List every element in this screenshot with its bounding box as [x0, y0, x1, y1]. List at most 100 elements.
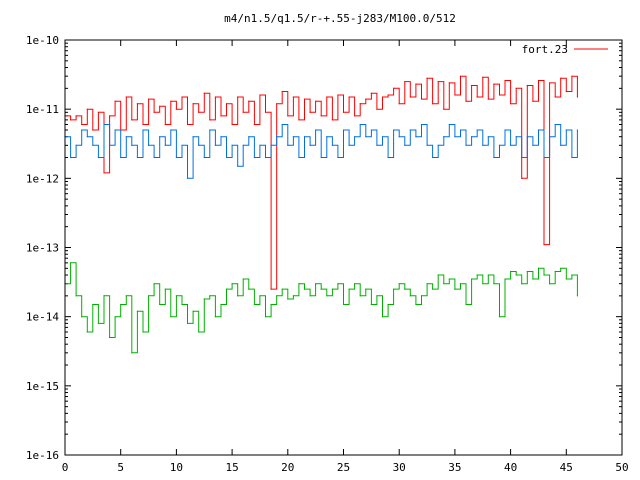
data-point [281, 288, 283, 290]
legend: fort.23 [522, 43, 608, 56]
data-point [281, 123, 283, 126]
data-point [415, 136, 417, 138]
series-line [65, 124, 578, 179]
data-point [170, 100, 172, 102]
data-point [97, 322, 100, 324]
data-point [248, 288, 250, 290]
data-point [376, 108, 378, 110]
data-point [142, 123, 144, 126]
data-point [543, 156, 545, 159]
data-point [465, 144, 467, 146]
data-point [326, 96, 328, 98]
data-point [86, 331, 88, 333]
data-point [565, 90, 567, 93]
data-point [543, 244, 545, 246]
x-tick-label: 15 [225, 461, 238, 474]
data-point [203, 92, 205, 94]
data-point [203, 156, 205, 159]
data-point [565, 278, 567, 280]
data-point [159, 105, 161, 107]
data-point [387, 156, 389, 159]
data-point [153, 283, 155, 285]
data-point [97, 156, 100, 159]
data-point [103, 123, 105, 126]
data-point [521, 156, 523, 159]
data-point [370, 129, 372, 131]
data-point [443, 283, 445, 285]
data-point [214, 144, 216, 146]
legend-label: fort.23 [522, 43, 568, 56]
data-point [264, 156, 267, 159]
x-tick-label: 45 [560, 461, 573, 474]
data-point [225, 156, 228, 159]
data-point [125, 96, 127, 98]
data-point [554, 123, 556, 126]
data-point [237, 96, 239, 98]
data-point [365, 98, 367, 100]
x-tick-label: 5 [117, 461, 124, 474]
data-point [136, 103, 139, 105]
data-point [220, 115, 222, 117]
data-point [114, 316, 116, 318]
data-point [387, 94, 389, 96]
data-point [476, 274, 478, 276]
data-point [521, 177, 523, 179]
data-point [448, 82, 450, 84]
data-point [409, 295, 411, 297]
x-tick-label: 50 [615, 461, 628, 474]
data-point [298, 119, 300, 121]
data-point [108, 144, 111, 146]
data-point [443, 108, 445, 110]
series-2 [64, 262, 579, 354]
data-point [259, 94, 261, 96]
data-point [270, 288, 272, 290]
data-point [493, 156, 495, 159]
data-point [209, 295, 211, 297]
data-point [454, 94, 456, 96]
data-point [175, 156, 177, 159]
y-tick-label: 1e-10 [26, 34, 59, 47]
y-tick-label: 1e-14 [26, 311, 59, 324]
series-1 [64, 123, 579, 179]
data-point [209, 119, 211, 121]
data-point [253, 123, 255, 126]
x-tick-label: 0 [62, 461, 69, 474]
data-point [493, 83, 495, 85]
data-point [465, 303, 467, 306]
data-point [326, 295, 328, 297]
data-point [186, 322, 189, 324]
data-point [526, 136, 528, 138]
data-point [103, 295, 105, 297]
data-point [75, 115, 77, 117]
data-point [504, 129, 506, 131]
data-point [175, 295, 177, 297]
data-point [448, 123, 450, 126]
data-point [75, 295, 77, 297]
y-tick-label: 1e-12 [26, 172, 59, 185]
data-point [554, 96, 556, 98]
data-point [270, 144, 272, 146]
x-tick-label: 20 [281, 461, 294, 474]
data-point [437, 274, 439, 276]
data-point [276, 295, 278, 297]
data-point [348, 96, 350, 98]
data-point [342, 129, 345, 131]
data-point [159, 136, 161, 138]
data-point [108, 336, 111, 339]
data-point [186, 177, 189, 179]
data-point [331, 119, 333, 121]
data-point [192, 310, 194, 312]
data-point [476, 129, 478, 131]
data-point [554, 270, 556, 273]
data-point [220, 303, 222, 306]
data-point [510, 144, 512, 146]
data-point [521, 283, 523, 285]
data-point [337, 94, 339, 96]
data-point [537, 79, 540, 82]
data-point [292, 295, 294, 297]
data-point [571, 75, 573, 77]
data-point [437, 144, 439, 146]
data-point [398, 103, 400, 105]
data-point [560, 267, 562, 269]
data-point [426, 77, 428, 79]
